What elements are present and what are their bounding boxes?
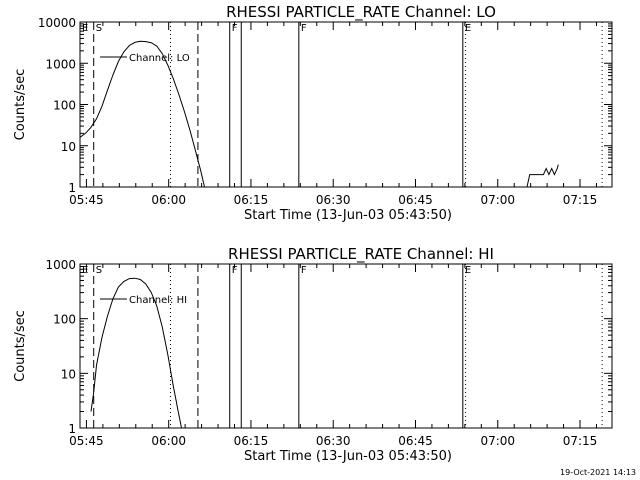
chart-title: RHESSI PARTICLE_RATE Channel: HI bbox=[228, 245, 494, 264]
x-tick-label: 07:00 bbox=[480, 434, 515, 448]
x-tick-label: 06:15 bbox=[234, 434, 269, 448]
legend-label: Channel: LO bbox=[129, 53, 190, 64]
flag-label: S bbox=[96, 265, 102, 276]
y-axis-label: Counts/sec bbox=[13, 310, 28, 382]
x-tick-label: 07:15 bbox=[563, 193, 598, 207]
y-tick-label: 10 bbox=[61, 367, 76, 381]
y-tick-label: 1000 bbox=[45, 57, 76, 71]
data-series-line bbox=[526, 164, 559, 188]
legend-label: Channel: HI bbox=[129, 295, 187, 306]
x-tick-label: 06:15 bbox=[234, 193, 269, 207]
chart-panel-2: RHESSI PARTICLE_RATE Channel: HI 05:45 06:… bbox=[13, 245, 613, 464]
plot-frame bbox=[79, 263, 613, 429]
y-tick-label: 10000 bbox=[38, 16, 76, 30]
x-tick-label: 06:45 bbox=[398, 434, 433, 448]
flag-label: F bbox=[301, 23, 307, 34]
data-series-line bbox=[90, 277, 182, 429]
flag-label: E bbox=[465, 23, 471, 34]
chart-panel-1: RHESSI PARTICLE_RATE Channel: LO 05:45 06:… bbox=[13, 3, 613, 223]
panels: RHESSI PARTICLE_RATE Channel: LO 05:45 06:… bbox=[13, 3, 613, 464]
y-tick-label: 10 bbox=[61, 140, 76, 154]
flag-label: F bbox=[232, 265, 238, 276]
x-tick-label: 07:15 bbox=[563, 434, 598, 448]
flag-label: F bbox=[301, 265, 307, 276]
x-tick-label: 06:00 bbox=[151, 434, 186, 448]
x-tick-label: 06:45 bbox=[398, 193, 433, 207]
x-tick-label: 05:45 bbox=[69, 193, 104, 207]
y-axis-label: Counts/sec bbox=[13, 69, 28, 141]
flag-label: E bbox=[465, 265, 471, 276]
x-tick-label: 05:45 bbox=[69, 434, 104, 448]
timestamp: 19-Oct-2021 14:13 bbox=[560, 468, 636, 477]
y-tick-label: 1000 bbox=[45, 258, 76, 272]
x-axis-label: Start Time (13-Jun-03 05:43:50) bbox=[244, 208, 452, 223]
corner-flag-label: E bbox=[82, 265, 88, 276]
y-tick-label: 1 bbox=[68, 422, 76, 436]
y-tick-label: 1 bbox=[68, 181, 76, 195]
chart-title: RHESSI PARTICLE_RATE Channel: LO bbox=[226, 3, 496, 22]
x-tick-label: 06:30 bbox=[316, 434, 351, 448]
x-tick-label: 07:00 bbox=[480, 193, 515, 207]
data-series-line bbox=[79, 40, 205, 188]
corner-flag-label: E bbox=[82, 23, 88, 34]
y-tick-label: 100 bbox=[53, 99, 76, 113]
flag-label: F bbox=[232, 23, 238, 34]
x-tick-label: 06:00 bbox=[151, 193, 186, 207]
x-tick-label: 06:30 bbox=[316, 193, 351, 207]
y-tick-label: 100 bbox=[53, 313, 76, 327]
x-axis-label: Start Time (13-Jun-03 05:43:50) bbox=[244, 449, 452, 464]
flag-label: S bbox=[96, 23, 102, 34]
